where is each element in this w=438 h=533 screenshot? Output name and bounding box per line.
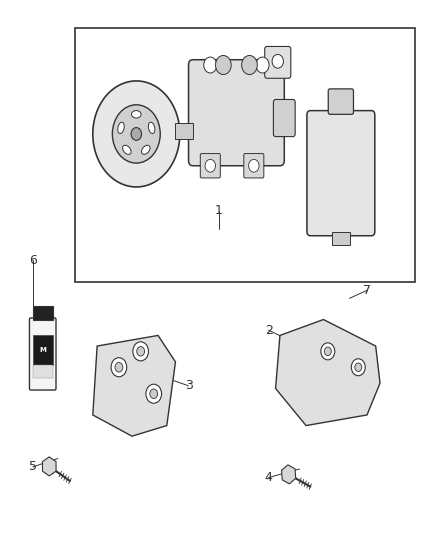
Circle shape [115, 362, 123, 372]
Ellipse shape [123, 146, 131, 155]
Bar [176, 123, 193, 139]
FancyBboxPatch shape [273, 100, 295, 136]
Circle shape [146, 384, 162, 403]
Text: 6: 6 [29, 254, 37, 266]
Circle shape [111, 358, 127, 377]
Ellipse shape [118, 122, 124, 134]
FancyBboxPatch shape [29, 318, 56, 390]
Bar [32, 335, 53, 365]
Text: 2: 2 [265, 324, 272, 337]
Circle shape [204, 57, 217, 73]
Ellipse shape [141, 146, 150, 155]
FancyBboxPatch shape [188, 60, 284, 166]
Circle shape [131, 127, 141, 140]
Bar [75, 28, 415, 282]
FancyBboxPatch shape [200, 154, 220, 178]
Bar [33, 306, 53, 319]
Circle shape [93, 81, 180, 187]
Circle shape [256, 57, 269, 73]
FancyBboxPatch shape [328, 89, 353, 114]
FancyBboxPatch shape [307, 111, 375, 236]
Bar [32, 365, 53, 378]
Circle shape [150, 389, 158, 399]
Polygon shape [42, 457, 56, 476]
Bar [332, 231, 350, 245]
Circle shape [137, 346, 145, 356]
Ellipse shape [148, 122, 155, 134]
Text: 3: 3 [184, 379, 192, 392]
Circle shape [355, 363, 362, 372]
Text: M: M [39, 348, 46, 353]
Circle shape [242, 55, 257, 75]
Circle shape [324, 347, 331, 356]
Text: 4: 4 [265, 471, 272, 484]
Circle shape [321, 343, 335, 360]
Text: 7: 7 [363, 284, 371, 297]
Circle shape [133, 342, 148, 361]
FancyBboxPatch shape [265, 46, 291, 78]
Polygon shape [276, 319, 380, 425]
Polygon shape [282, 465, 296, 484]
Text: 5: 5 [29, 461, 37, 473]
Circle shape [272, 54, 283, 68]
FancyBboxPatch shape [244, 154, 264, 178]
Circle shape [249, 159, 259, 172]
Circle shape [215, 55, 231, 75]
Circle shape [351, 359, 365, 376]
Polygon shape [93, 335, 176, 436]
Ellipse shape [131, 111, 141, 118]
Circle shape [205, 159, 215, 172]
Text: 1: 1 [215, 204, 223, 217]
Circle shape [113, 105, 160, 163]
